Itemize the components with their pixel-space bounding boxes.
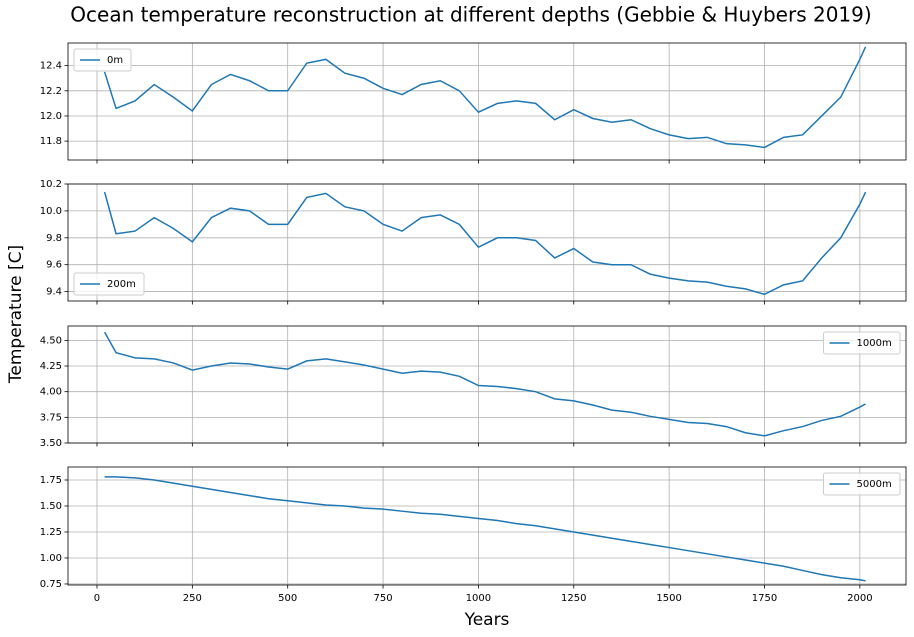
data-line bbox=[103, 46, 867, 149]
y-axis-label: Temperature [C] bbox=[6, 245, 26, 384]
y-tick-label: 10.2 bbox=[40, 179, 62, 190]
x-tick-label: 1500 bbox=[656, 593, 681, 604]
x-tick-label: 1000 bbox=[466, 593, 491, 604]
legend-label: 0m bbox=[107, 55, 123, 66]
y-tick-label: 9.6 bbox=[46, 260, 62, 271]
x-tick-label: 1750 bbox=[752, 593, 777, 604]
subplot: 0 250 500 750 1000 1250 1500 1750 2000 0.75 1.00 1.… bbox=[40, 466, 907, 604]
data-line bbox=[103, 191, 867, 296]
legend-label: 200m bbox=[107, 279, 136, 290]
y-tick-label: 1.25 bbox=[40, 527, 62, 538]
figure-title: Ocean temperature reconstruction at diff… bbox=[70, 3, 871, 27]
legend-box bbox=[823, 472, 901, 496]
x-tick-label: 500 bbox=[278, 593, 297, 604]
legend-box bbox=[73, 272, 145, 296]
axes-frame bbox=[67, 325, 907, 444]
y-tick-label: 10.0 bbox=[40, 206, 62, 217]
subplot: 3.50 3.75 4.00 4.25 4.50 1000m bbox=[40, 325, 907, 449]
axes-frame bbox=[67, 42, 907, 161]
x-tick-label: 0 bbox=[94, 593, 100, 604]
y-tick-label: 1.50 bbox=[40, 501, 62, 512]
y-tick-label: 12.2 bbox=[40, 86, 62, 97]
y-tick-label: 1.75 bbox=[40, 475, 62, 486]
legend-box bbox=[73, 48, 132, 72]
legend-box bbox=[823, 331, 901, 355]
legend-label: 5000m bbox=[857, 479, 892, 490]
axes-frame bbox=[67, 183, 907, 302]
x-tick-label: 2000 bbox=[847, 593, 872, 604]
y-tick-label: 4.00 bbox=[40, 387, 62, 398]
data-line bbox=[104, 476, 866, 582]
x-axis-label: Years bbox=[464, 610, 510, 630]
axes-frame bbox=[67, 466, 907, 586]
y-tick-label: 9.4 bbox=[46, 287, 62, 298]
y-tick-label: 11.8 bbox=[40, 136, 62, 147]
x-tick-label: 750 bbox=[374, 593, 393, 604]
y-tick-label: 4.50 bbox=[40, 335, 62, 346]
y-tick-label: 0.75 bbox=[40, 579, 62, 590]
x-tick-label: 250 bbox=[183, 593, 202, 604]
subplot: 11.8 12.0 12.2 12.4 0m bbox=[40, 42, 907, 164]
data-line bbox=[103, 331, 866, 437]
y-tick-label: 4.25 bbox=[40, 361, 62, 372]
subplot: 9.4 9.6 9.8 10.0 10.2 200m bbox=[40, 179, 907, 305]
x-tick-label: 1250 bbox=[561, 593, 586, 604]
y-tick-label: 3.75 bbox=[40, 412, 62, 423]
y-tick-label: 1.00 bbox=[40, 553, 62, 564]
y-tick-label: 9.8 bbox=[46, 233, 62, 244]
y-tick-label: 3.50 bbox=[40, 438, 62, 449]
y-tick-label: 12.0 bbox=[40, 111, 62, 122]
y-tick-label: 12.4 bbox=[40, 61, 62, 72]
legend-label: 1000m bbox=[857, 338, 892, 349]
